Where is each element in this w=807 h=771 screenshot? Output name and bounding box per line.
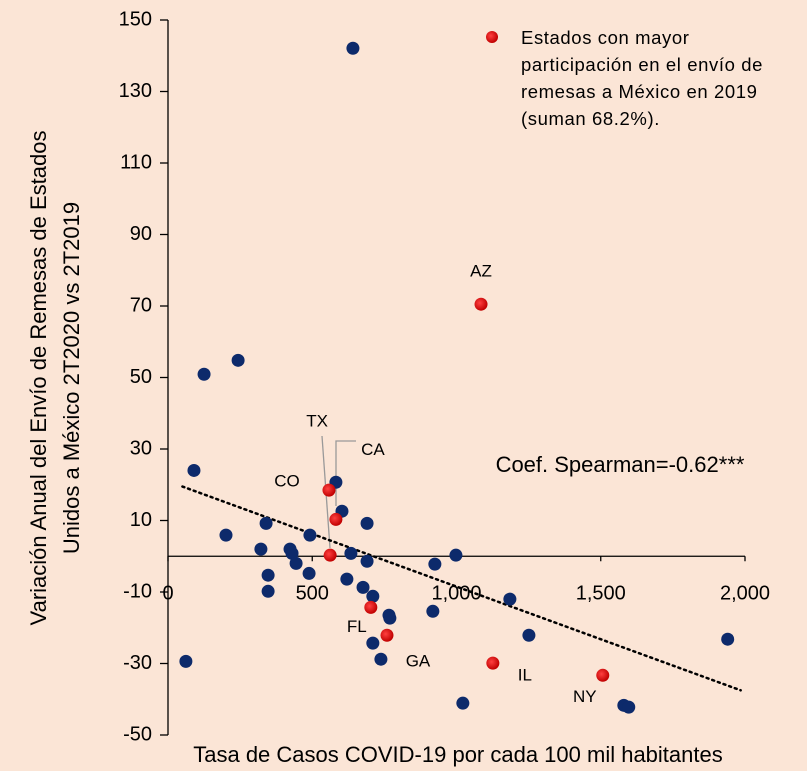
point-label: TX [306,412,328,431]
y-tick-label: 130 [119,80,152,102]
point [303,528,317,542]
point [259,516,273,530]
point [721,632,735,646]
point-label: GA [406,652,431,671]
point [486,656,500,670]
point [360,554,374,568]
y-tick-label: -30 [123,652,152,674]
point-label: NY [573,687,597,706]
leader-line [335,440,356,506]
y-tick-label: 90 [130,223,152,245]
trend-line [181,485,742,692]
point [364,600,378,614]
point-label: AZ [470,262,492,281]
point [374,652,388,666]
x-axis-label: Tasa de Casos COVID-19 por cada 100 mil … [193,742,723,767]
legend-label: Estados con mayor participación en el en… [521,27,764,129]
point-label: FL [347,617,367,636]
x-tick-label: 0 [162,583,173,605]
point [323,548,337,562]
point [187,463,201,477]
point [380,628,394,642]
point [329,512,343,526]
point [596,668,610,682]
point [426,604,440,618]
point [322,483,336,497]
x-tick-label: 1,000 [431,583,481,605]
point-label: IL [518,666,532,685]
point [346,41,360,55]
point [428,557,442,571]
point [344,546,358,560]
y-tick-label: 110 [120,151,152,173]
point [622,700,636,714]
point [449,548,463,562]
point [340,572,354,586]
x-tick-label: 1,500 [576,583,626,605]
point [366,636,380,650]
point [456,696,470,710]
point [197,367,211,381]
annotation: Coef. Spearman=-0.62*** [496,452,745,477]
y-axis-label: Variación Anual del Envío de Remesas de … [26,131,51,626]
point [285,546,299,560]
y-tick-label: -50 [123,723,152,745]
point [360,516,374,530]
point [302,566,316,580]
point [356,580,370,594]
point [261,584,275,598]
y-tick-label: 150 [119,8,152,30]
point [503,592,517,606]
point [254,542,268,556]
point [289,556,303,570]
point-label: CO [274,472,300,491]
y-tick-label: 10 [130,509,152,531]
point-label: CA [361,440,385,459]
x-tick-label: 500 [296,583,329,605]
point [366,589,380,603]
point [219,528,233,542]
point [383,611,397,625]
y-tick-label: 50 [130,366,152,388]
y-tick-label: -10 [123,580,152,602]
point [179,654,193,668]
x-tick-label: 2,000 [720,583,770,605]
point [231,353,245,367]
y-tick-label: 30 [130,437,152,459]
point [522,628,536,642]
legend-marker [486,31,498,43]
y-axis-label: Unidos a México 2T2020 vs 2T2019 [59,202,84,554]
point [261,568,275,582]
y-tick-label: 70 [130,294,152,316]
point [474,297,488,311]
